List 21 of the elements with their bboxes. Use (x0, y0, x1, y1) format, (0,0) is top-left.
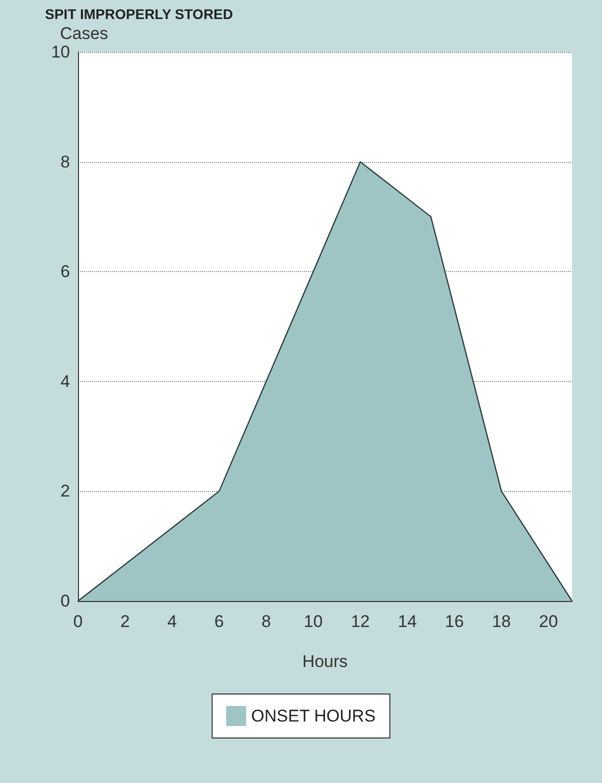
x-tick-label: 12 (350, 612, 370, 631)
legend-label: ONSET HOURS (251, 706, 376, 726)
y-tick-label: 6 (60, 262, 70, 282)
x-tick-label: 0 (73, 612, 83, 631)
y-tick-label: 0 (60, 592, 70, 610)
y-tick-label: 4 (60, 372, 70, 391)
x-tick-label: 2 (120, 612, 130, 631)
x-axis-title: Hours (302, 652, 348, 671)
y-tick-label: 8 (60, 152, 70, 172)
x-tick-label: 10 (304, 612, 323, 631)
chart-title: SPIT IMPROPERLY STORED (45, 6, 234, 22)
y-axis-title: Cases (60, 24, 108, 43)
x-tick-label: 18 (492, 612, 511, 631)
x-tick-label: 4 (167, 612, 177, 631)
x-tick-label: 20 (539, 612, 558, 631)
x-tick-label: 8 (261, 612, 271, 631)
x-tick-label: 16 (444, 612, 464, 631)
y-tick-label: 10 (51, 42, 70, 62)
y-tick-label: 2 (60, 482, 70, 501)
x-tick-label: 14 (398, 612, 417, 631)
x-tick-label: 6 (214, 612, 224, 631)
